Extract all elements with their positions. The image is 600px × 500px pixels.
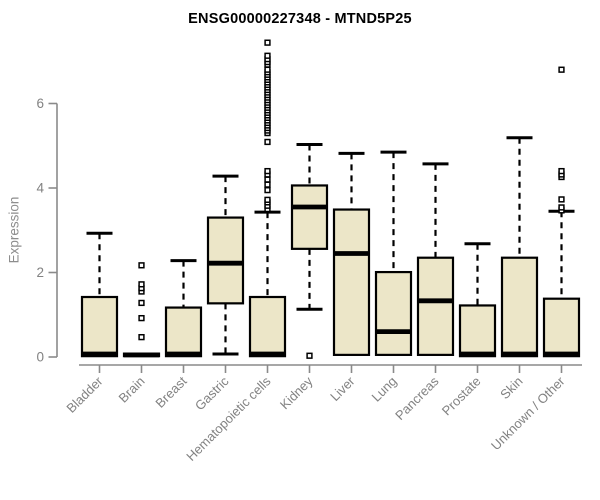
- box: [290, 184, 329, 250]
- box: [206, 216, 245, 305]
- y-tick-label: 2: [36, 265, 44, 280]
- x-tick-label: Breast: [152, 373, 189, 410]
- box: [542, 297, 581, 358]
- box: [332, 208, 371, 356]
- outlier-point: [264, 138, 271, 146]
- outlier-point: [264, 39, 271, 46]
- outlier-point: [138, 314, 145, 322]
- x-tick-label: Prostate: [439, 374, 484, 419]
- y-axis-title: Expression: [6, 196, 22, 264]
- x-tick-label: Bladder: [63, 373, 106, 416]
- box: [374, 270, 413, 356]
- outlier-point: [264, 52, 271, 59]
- outlier-point: [264, 66, 271, 73]
- outlier-point: [138, 299, 145, 307]
- x-tick-label: Gastric: [192, 373, 232, 413]
- box: [458, 304, 497, 358]
- outlier-point: [264, 167, 271, 175]
- x-tick-label: Brain: [116, 374, 148, 406]
- y-tick-label: 0: [36, 350, 44, 365]
- outlier-point: [138, 333, 145, 341]
- box: [164, 306, 203, 358]
- outlier-point: [264, 196, 271, 203]
- box: [248, 295, 287, 358]
- x-tick-label: Skin: [497, 374, 525, 402]
- outlier-point: [138, 262, 145, 269]
- outlier-point: [558, 66, 565, 73]
- y-tick-label: 6: [36, 96, 44, 111]
- box: [416, 256, 455, 356]
- outlier-point: [558, 196, 565, 203]
- x-tick-label: Liver: [327, 373, 358, 404]
- y-tick-label: 4: [36, 181, 44, 196]
- outlier-point: [558, 204, 565, 211]
- outlier-point: [306, 352, 313, 359]
- outlier-point: [558, 167, 565, 175]
- box: [80, 295, 119, 358]
- outlier-point: [264, 181, 271, 188]
- x-tick-label: Kidney: [277, 373, 316, 412]
- x-tick-label: Lung: [369, 374, 400, 405]
- chart-title: ENSG00000227348 - MTND5P25: [188, 11, 412, 27]
- box: [500, 256, 539, 358]
- outlier-point: [264, 186, 271, 194]
- x-tick-label: Pancreas: [392, 373, 442, 423]
- x-tick-label: Unknown / Other: [488, 373, 568, 453]
- outlier-point: [138, 281, 145, 288]
- outlier-point: [264, 176, 271, 183]
